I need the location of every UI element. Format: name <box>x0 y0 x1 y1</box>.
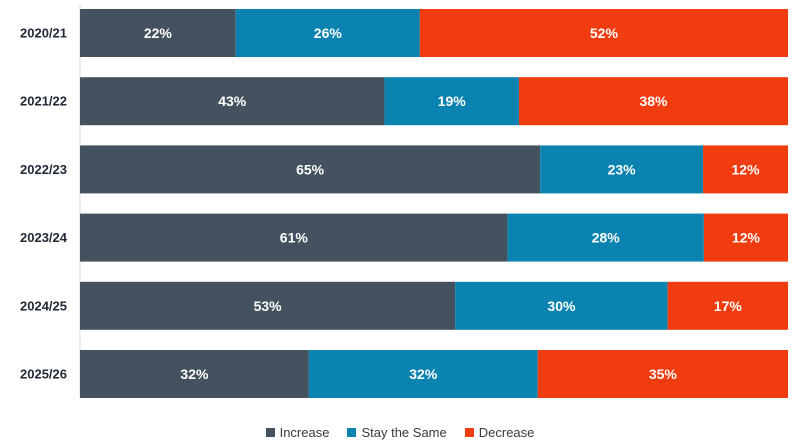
value-label-stay-the-same-2022-23: 23% <box>608 161 637 177</box>
bar-stay-the-same-2023-24 <box>507 213 704 262</box>
bar-decrease-2020-21 <box>419 9 788 57</box>
bar-stay-the-same-2025-26 <box>308 350 538 398</box>
value-label-stay-the-same-2020-21: 26% <box>314 25 343 41</box>
bar-decrease-2025-26 <box>537 350 788 398</box>
bar-increase-2024-25 <box>80 281 456 330</box>
legend-swatch-stay-the-same <box>347 427 357 437</box>
bar-increase-2021-22 <box>80 77 385 126</box>
legend-item-increase: Increase <box>265 424 330 440</box>
bar-increase-2025-26 <box>80 350 309 398</box>
value-label-stay-the-same-2025-26: 32% <box>409 366 438 382</box>
bar-stay-the-same-2022-23 <box>540 145 704 194</box>
value-label-decrease-2022-23: 12% <box>732 161 761 177</box>
bar-decrease-2023-24 <box>703 213 788 262</box>
value-label-increase-2023-24: 61% <box>280 230 309 246</box>
value-label-stay-the-same-2021-22: 19% <box>438 93 467 109</box>
value-label-decrease-2020-21: 52% <box>590 25 619 41</box>
bar-decrease-2024-25 <box>667 281 788 330</box>
value-label-stay-the-same-2024-25: 30% <box>547 298 576 314</box>
bar-increase-2020-21 <box>80 9 236 57</box>
legend-label-stay-the-same: Stay the Same <box>361 424 447 440</box>
value-label-stay-the-same-2023-24: 28% <box>592 230 621 246</box>
category-label-2021-22: 2021/22 <box>20 94 67 109</box>
legend: Increase Stay the Same Decrease <box>0 420 800 444</box>
value-label-decrease-2024-25: 17% <box>714 298 743 314</box>
bar-decrease-2021-22 <box>518 77 788 126</box>
legend-label-increase: Increase <box>279 424 330 440</box>
bar-increase-2022-23 <box>80 145 541 194</box>
value-label-decrease-2023-24: 12% <box>732 230 761 246</box>
bars-group: 22% 26% 52% 43% 19% 38% 65% 23% 12% 61% 28% 12% 53% 3… <box>80 9 788 398</box>
legend-swatch-decrease <box>464 427 474 437</box>
value-label-decrease-2025-26: 35% <box>649 366 678 382</box>
category-label-2023-24: 2023/24 <box>20 230 68 245</box>
bar-decrease-2022-23 <box>703 145 788 194</box>
legend-item-stay-the-same: Stay the Same <box>347 424 447 440</box>
value-label-increase-2021-22: 43% <box>218 93 247 109</box>
value-label-decrease-2021-22: 38% <box>639 93 668 109</box>
bar-stay-the-same-2020-21 <box>235 9 420 57</box>
bar-increase-2023-24 <box>80 213 508 262</box>
category-label-2025-26: 2025/26 <box>20 367 67 382</box>
stacked-bar-chart: 22% 26% 52% 43% 19% 38% 65% 23% 12% 61% 28% 12% 53% 3… <box>20 4 788 398</box>
legend-label-decrease: Decrease <box>478 424 535 440</box>
legend-item-decrease: Decrease <box>464 424 535 440</box>
legend-swatch-increase <box>265 427 275 437</box>
category-label-2022-23: 2022/23 <box>20 162 67 177</box>
value-label-increase-2025-26: 32% <box>180 366 209 382</box>
category-label-2020-21: 2020/21 <box>20 26 67 41</box>
category-label-2024-25: 2024/25 <box>20 298 67 313</box>
value-label-increase-2022-23: 65% <box>296 161 325 177</box>
bar-stay-the-same-2024-25 <box>455 281 668 330</box>
value-label-increase-2020-21: 22% <box>144 25 173 41</box>
value-label-increase-2024-25: 53% <box>254 298 283 314</box>
bar-stay-the-same-2021-22 <box>384 77 519 126</box>
